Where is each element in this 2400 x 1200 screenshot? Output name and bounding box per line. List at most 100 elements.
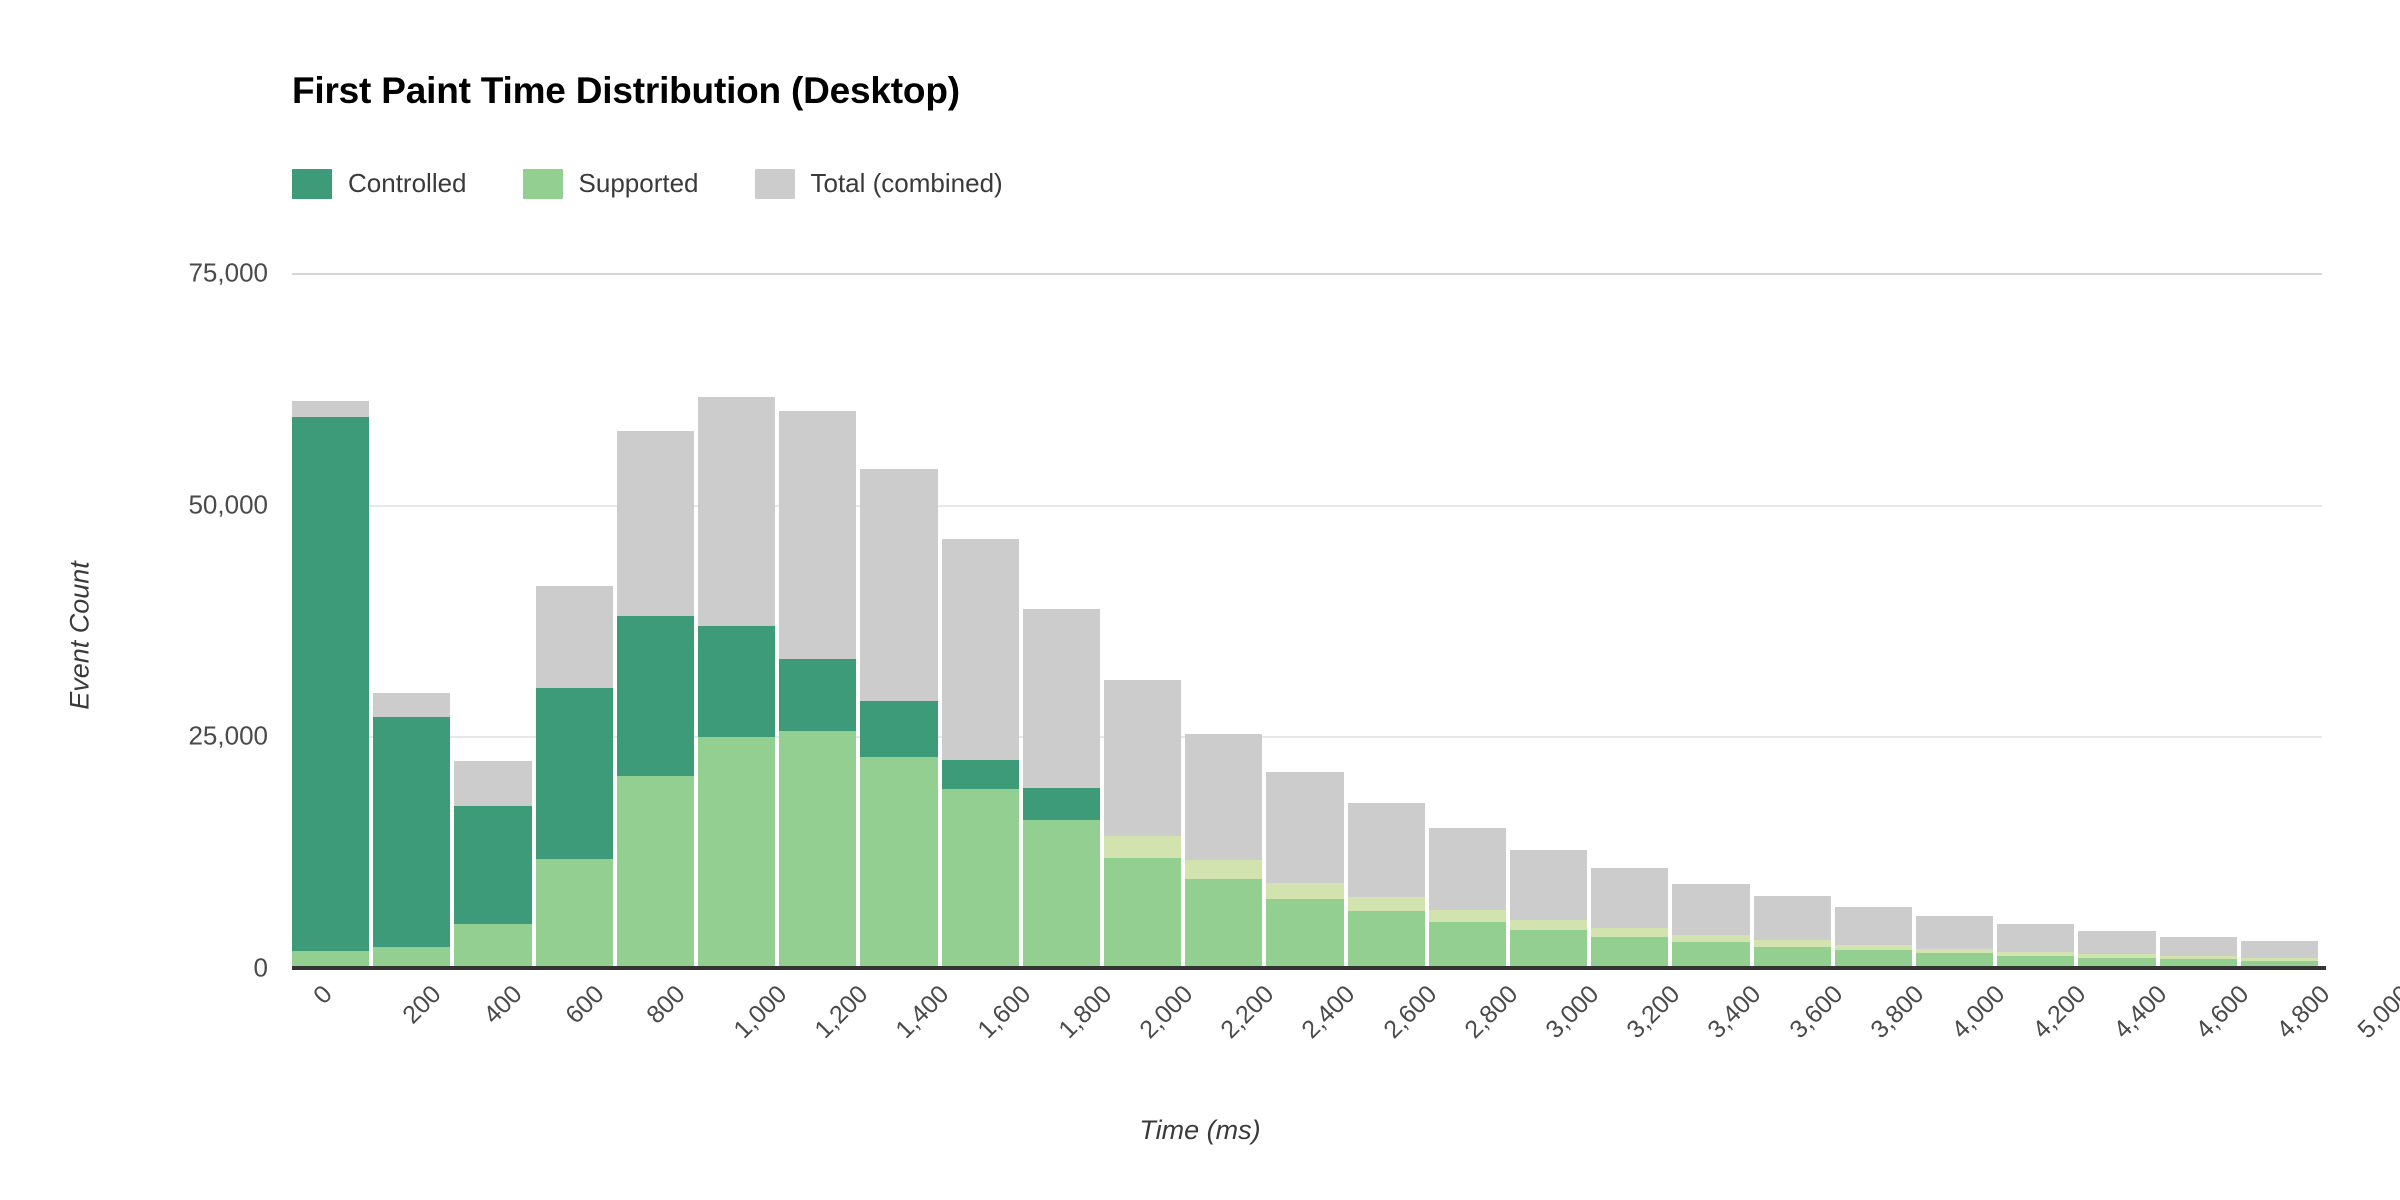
bar-segment-controlled (616, 615, 694, 777)
x-axis-tick-label: 3,600 (1783, 980, 1848, 1045)
bar-group[interactable] (1916, 273, 1994, 968)
bar-segment-controlled (1834, 944, 1912, 951)
bar-segment-supported (373, 946, 451, 968)
x-axis-tick-label: 1,800 (1053, 980, 1118, 1045)
x-axis-tick-label: 3,800 (1865, 980, 1930, 1045)
y-axis-tick-label: 0 (253, 952, 268, 983)
bar-segment-supported (1347, 910, 1425, 968)
x-axis-tick-label: 2,800 (1459, 980, 1524, 1045)
bar-segment-supported (698, 737, 776, 968)
legend-swatch-icon (292, 168, 332, 199)
bar-segment-supported (1185, 879, 1263, 968)
bar-group[interactable] (1022, 273, 1100, 968)
bar-segment-controlled (860, 701, 938, 757)
bar-segment-supported (1104, 857, 1182, 968)
bar-segment-controlled (2159, 955, 2237, 960)
bar-segment-supported (2159, 959, 2237, 968)
bar-segment-controlled (373, 716, 451, 947)
bar-segment-supported (2078, 957, 2156, 968)
x-axis-tick-label: 3,200 (1621, 980, 1686, 1045)
bar-group[interactable] (616, 273, 694, 968)
bar-segment-controlled (1428, 909, 1506, 922)
bar-group[interactable] (1753, 273, 1831, 968)
bar-segment-controlled (941, 760, 1019, 790)
bar-segment-controlled (1347, 896, 1425, 911)
y-axis-tick-label: 25,000 (188, 720, 268, 751)
chart-legend: Controlled Supported Total (combined) (292, 168, 1059, 199)
bar-segment-controlled (1591, 927, 1669, 937)
legend-item[interactable]: Total (combined) (754, 168, 1003, 199)
legend-item-label: Controlled (348, 168, 467, 198)
legend-item-label: Supported (578, 168, 699, 198)
bar-group[interactable] (373, 273, 451, 968)
bar-segment-controlled (2078, 954, 2156, 958)
chart-title: First Paint Time Distribution (Desktop) (292, 70, 960, 111)
bar-group[interactable] (2078, 273, 2156, 968)
x-axis-tick-label: 800 (641, 980, 691, 1030)
x-axis-tick-label: 1,400 (890, 980, 955, 1045)
x-axis-tick-label: 1,200 (809, 980, 874, 1045)
x-axis-tick-label: 400 (478, 980, 528, 1030)
bar-group[interactable] (1428, 273, 1506, 968)
bar-group[interactable] (1591, 273, 1669, 968)
bar-group[interactable] (1185, 273, 1263, 968)
bar-segment-controlled (1753, 940, 1831, 947)
bar-group[interactable] (454, 273, 532, 968)
bar-segment-controlled (698, 626, 776, 738)
bar-group[interactable] (1104, 273, 1182, 968)
legend-swatch-icon (754, 168, 795, 199)
bar-segment-supported (860, 756, 938, 968)
bar-group[interactable] (2240, 273, 2318, 968)
bar-segment-controlled (454, 805, 532, 925)
bar-segment-supported (2240, 960, 2318, 968)
x-axis-tick-label: 2,400 (1296, 980, 1361, 1045)
bar-group[interactable] (1347, 273, 1425, 968)
bar-group[interactable] (1266, 273, 1344, 968)
bar-series-layer (292, 273, 2322, 968)
bar-group[interactable] (1997, 273, 2075, 968)
x-axis-tick-label: 1,600 (971, 980, 1036, 1045)
bar-segment-controlled (1185, 859, 1263, 880)
bar-segment-supported (941, 789, 1019, 968)
bar-group[interactable] (292, 273, 370, 968)
bar-segment-supported (535, 858, 613, 968)
bar-segment-controlled (292, 417, 370, 951)
bar-segment-controlled (2240, 957, 2318, 961)
y-axis-tick-label: 75,000 (188, 257, 268, 288)
bar-segment-supported (1591, 936, 1669, 968)
bar-group[interactable] (1510, 273, 1588, 968)
bar-segment-supported (1672, 942, 1750, 968)
bar-segment-supported (454, 924, 532, 968)
x-axis-tick-label: 3,400 (1702, 980, 1767, 1045)
bar-segment-supported (1997, 955, 2075, 968)
bar-segment-supported (1022, 819, 1100, 968)
legend-swatch-icon (522, 168, 563, 199)
gridline (292, 736, 2322, 739)
bar-segment-controlled (779, 659, 857, 731)
gridline (292, 504, 2322, 507)
legend-item[interactable]: Supported (522, 168, 699, 199)
x-axis-tick-label: 2,000 (1134, 980, 1199, 1045)
bar-group[interactable] (860, 273, 938, 968)
bar-group[interactable] (941, 273, 1019, 968)
x-axis-tick-label: 600 (559, 980, 610, 1030)
bar-segment-supported (1753, 946, 1831, 968)
x-axis-line (292, 966, 2326, 970)
legend-item[interactable]: Controlled (292, 168, 467, 199)
bar-group[interactable] (698, 273, 776, 968)
x-axis-tick-label: 0 (308, 980, 338, 1010)
x-axis-title: Time (ms) (1139, 1115, 1261, 1145)
x-axis-tick-label: 200 (397, 980, 447, 1030)
bar-group[interactable] (2159, 273, 2237, 968)
bar-segment-controlled (1672, 934, 1750, 943)
bar-group[interactable] (1834, 273, 1912, 968)
bar-group[interactable] (779, 273, 857, 968)
x-axis-tick-label: 4,600 (2189, 980, 2254, 1045)
bar-segment-supported (1266, 898, 1344, 968)
legend-item-label: Total (combined) (810, 168, 1003, 198)
bar-segment-supported (616, 776, 694, 968)
bar-group[interactable] (535, 273, 613, 968)
bar-segment-supported (779, 730, 857, 968)
bar-group[interactable] (1672, 273, 1750, 968)
